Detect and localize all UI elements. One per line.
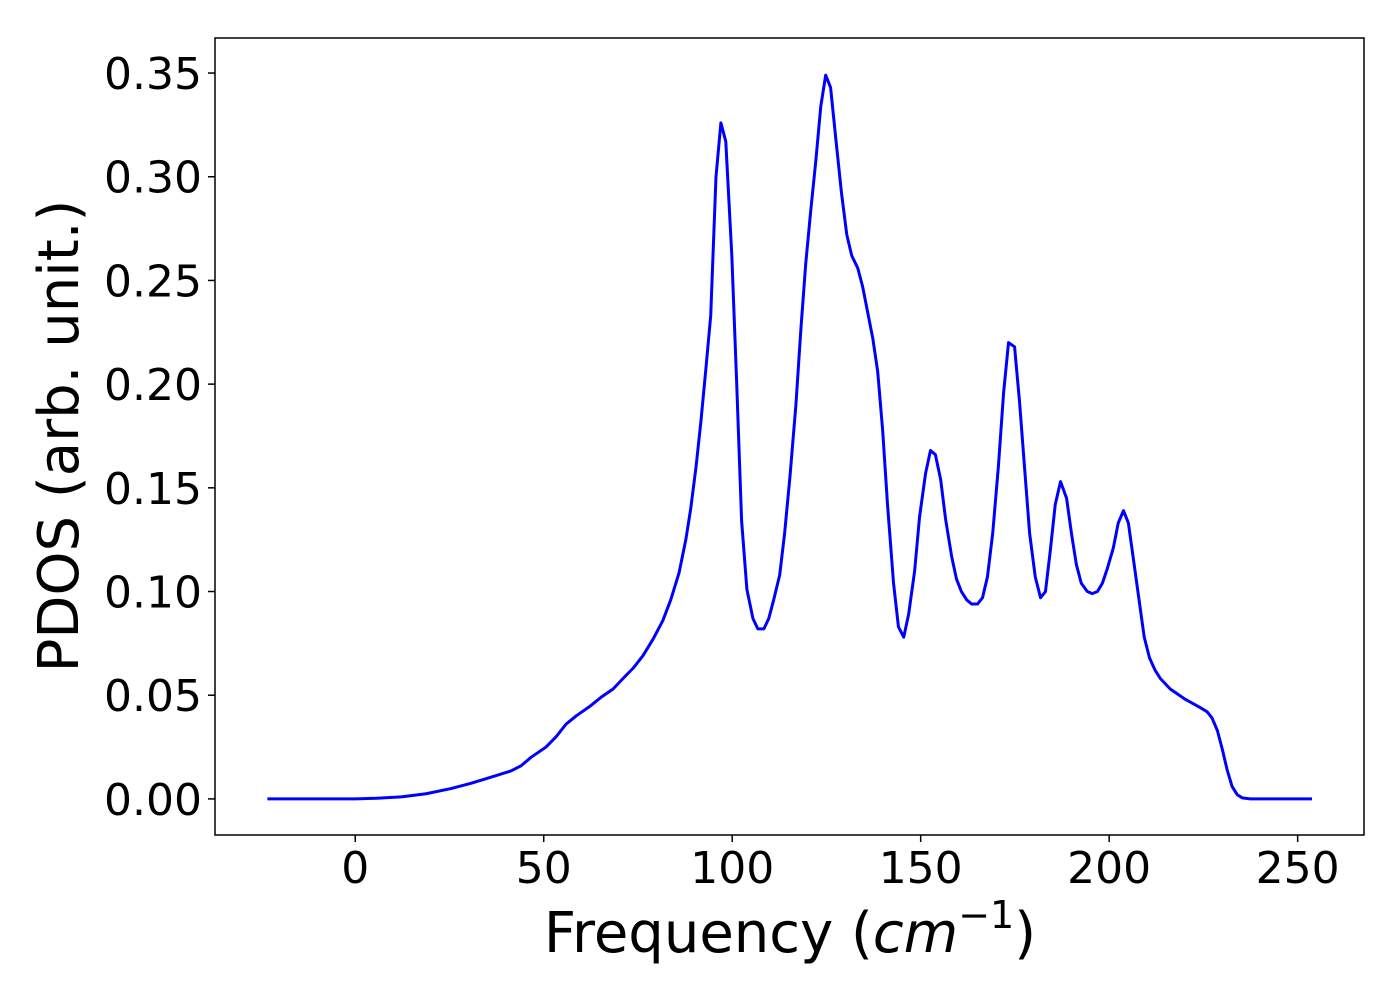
x-tick-label: 0: [341, 843, 369, 894]
x-tick-label: 150: [879, 843, 963, 894]
y-tick-label: 0.25: [104, 256, 202, 307]
y-axis-label: PDOS (arb. unit.): [27, 200, 92, 673]
x-tick-label: 100: [690, 843, 774, 894]
x-tick-label: 50: [516, 843, 572, 894]
x-label-exponent: −1: [958, 893, 1014, 937]
x-label-text: Frequency (: [544, 901, 873, 966]
y-tick-label: 0.35: [104, 49, 202, 100]
y-tick-label: 0.15: [104, 464, 202, 515]
x-tick-label: 250: [1256, 843, 1340, 894]
y-tick-label: 0.05: [104, 671, 202, 722]
x-label-close: ): [1014, 901, 1036, 966]
y-tick-label: 0.30: [104, 153, 202, 204]
y-tick-label: 0.00: [104, 775, 202, 826]
y-tick-label: 0.10: [104, 568, 202, 619]
x-axis-label: Frequency (cm−1): [544, 893, 1036, 966]
data-line: [267, 73, 1312, 801]
x-label-unit: cm: [873, 901, 958, 966]
plot-frame: [214, 37, 1365, 836]
y-tick-label: 0.20: [104, 360, 202, 411]
x-tick-label: 200: [1067, 843, 1151, 894]
